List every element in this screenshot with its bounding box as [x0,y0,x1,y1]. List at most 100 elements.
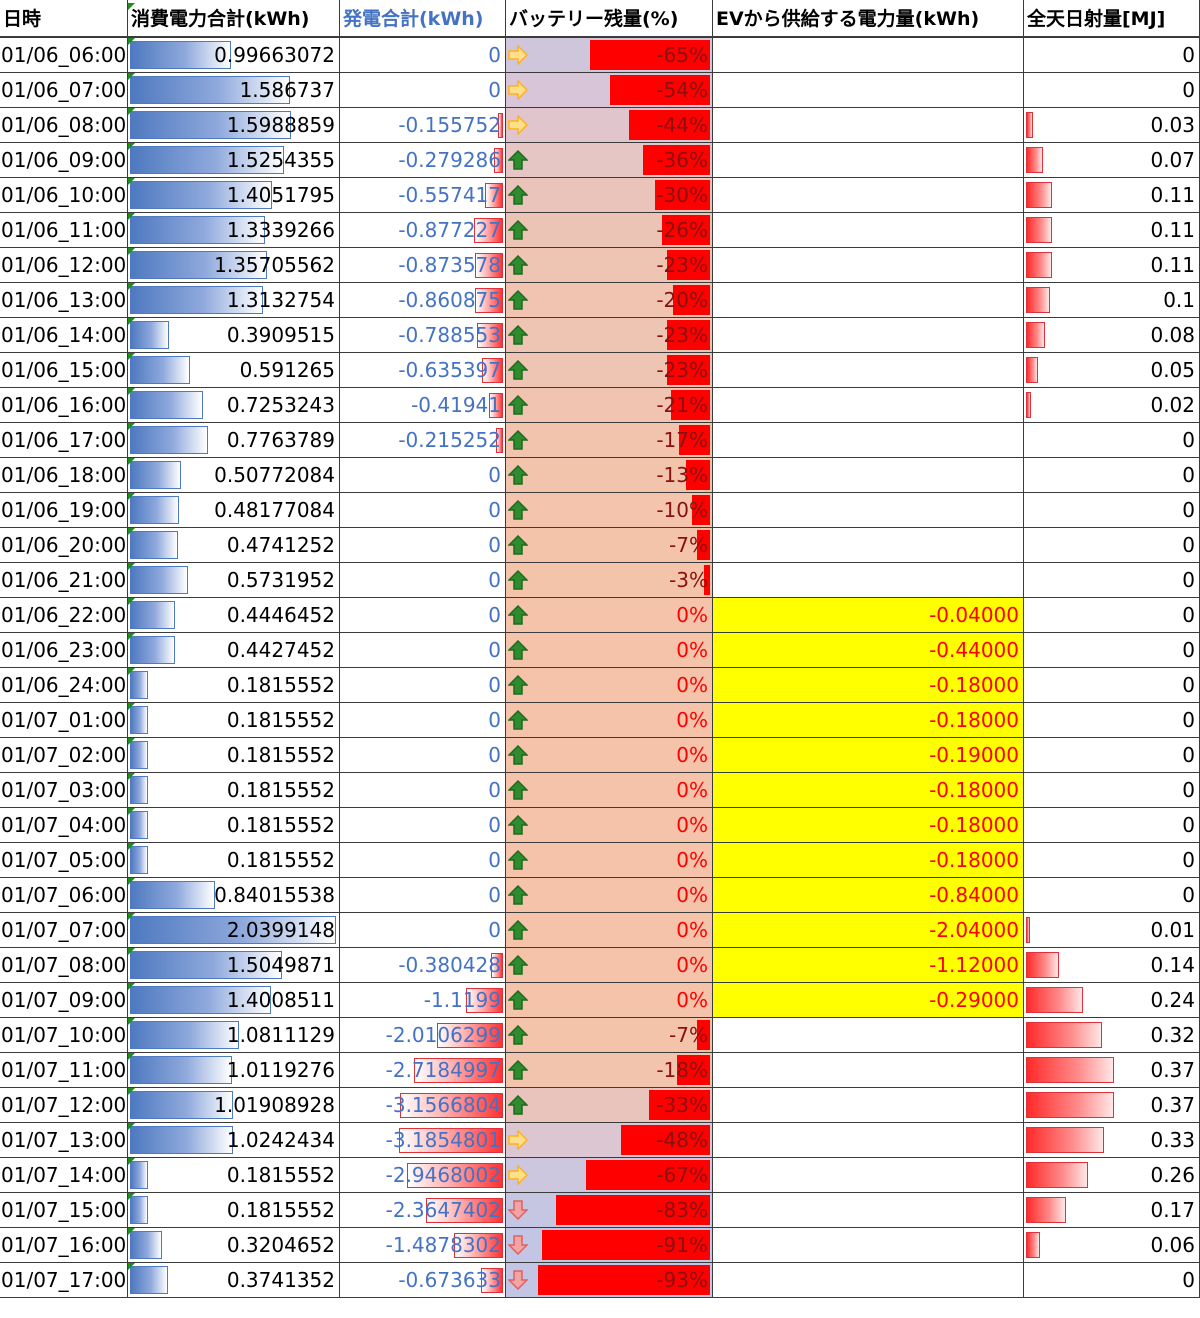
cell-generation[interactable]: -0.877227 [340,213,506,248]
cell-consumption[interactable]: 0.7763789 [128,423,340,458]
cell-datetime[interactable]: 01/06_19:00 [0,493,128,528]
cell-generation[interactable]: -0.279286 [340,143,506,178]
cell-datetime[interactable]: 01/06_24:00 [0,668,128,703]
cell-battery[interactable]: 0% [506,913,713,948]
cell-ev-supply[interactable]: -0.18000 [713,773,1024,808]
cell-generation[interactable]: 0 [340,913,506,948]
cell-consumption[interactable]: 1.0811129 [128,1018,340,1053]
cell-generation[interactable]: -0.788553 [340,318,506,353]
cell-battery[interactable]: -23% [506,353,713,388]
cell-datetime[interactable]: 01/07_03:00 [0,773,128,808]
cell-datetime[interactable]: 01/06_18:00 [0,458,128,493]
cell-solar[interactable]: 0.26 [1024,1158,1200,1193]
cell-solar[interactable]: 0 [1024,73,1200,108]
cell-consumption[interactable]: 0.99663072 [128,38,340,73]
cell-datetime[interactable]: 01/06_22:00 [0,598,128,633]
cell-solar[interactable]: 0 [1024,738,1200,773]
cell-ev-supply[interactable] [713,73,1024,108]
cell-ev-supply[interactable] [713,1263,1024,1298]
cell-consumption[interactable]: 0.3909515 [128,318,340,353]
cell-battery[interactable]: -30% [506,178,713,213]
cell-solar[interactable]: 0 [1024,1263,1200,1298]
cell-solar[interactable]: 0.17 [1024,1193,1200,1228]
header-generation[interactable]: 発電合計(kWh) [340,0,506,38]
cell-battery[interactable]: 0% [506,668,713,703]
cell-generation[interactable]: -2.0106299 [340,1018,506,1053]
cell-generation[interactable]: 0 [340,808,506,843]
cell-datetime[interactable]: 01/07_15:00 [0,1193,128,1228]
cell-datetime[interactable]: 01/07_17:00 [0,1263,128,1298]
cell-datetime[interactable]: 01/07_09:00 [0,983,128,1018]
cell-battery[interactable]: -18% [506,1053,713,1088]
cell-solar[interactable]: 0.11 [1024,178,1200,213]
cell-ev-supply[interactable] [713,178,1024,213]
cell-datetime[interactable]: 01/06_07:00 [0,73,128,108]
cell-generation[interactable]: 0 [340,598,506,633]
cell-consumption[interactable]: 1.0119276 [128,1053,340,1088]
cell-consumption[interactable]: 0.84015538 [128,878,340,913]
cell-consumption[interactable]: 0.1815552 [128,808,340,843]
cell-ev-supply[interactable] [713,1053,1024,1088]
cell-consumption[interactable]: 0.3204652 [128,1228,340,1263]
cell-solar[interactable]: 0 [1024,528,1200,563]
cell-consumption[interactable]: 1.4008511 [128,983,340,1018]
cell-battery[interactable]: 0% [506,633,713,668]
cell-battery[interactable]: 0% [506,843,713,878]
cell-datetime[interactable]: 01/07_05:00 [0,843,128,878]
cell-consumption[interactable]: 1.4051795 [128,178,340,213]
cell-consumption[interactable]: 0.4427452 [128,633,340,668]
cell-consumption[interactable]: 0.591265 [128,353,340,388]
cell-datetime[interactable]: 01/07_02:00 [0,738,128,773]
cell-battery[interactable]: 0% [506,808,713,843]
cell-generation[interactable]: 0 [340,878,506,913]
cell-battery[interactable]: -23% [506,318,713,353]
cell-solar[interactable]: 0 [1024,703,1200,738]
cell-generation[interactable]: -0.215252 [340,423,506,458]
cell-generation[interactable]: 0 [340,738,506,773]
cell-solar[interactable]: 0.33 [1024,1123,1200,1158]
cell-solar[interactable]: 0 [1024,598,1200,633]
cell-datetime[interactable]: 01/06_16:00 [0,388,128,423]
cell-ev-supply[interactable]: -0.29000 [713,983,1024,1018]
cell-generation[interactable]: 0 [340,528,506,563]
cell-consumption[interactable]: 0.3741352 [128,1263,340,1298]
cell-ev-supply[interactable] [713,283,1024,318]
cell-ev-supply[interactable] [713,248,1024,283]
cell-datetime[interactable]: 01/06_12:00 [0,248,128,283]
cell-solar[interactable]: 0.07 [1024,143,1200,178]
cell-generation[interactable]: -3.1566804 [340,1088,506,1123]
cell-generation[interactable]: 0 [340,38,506,73]
cell-ev-supply[interactable] [713,108,1024,143]
cell-ev-supply[interactable] [713,318,1024,353]
cell-datetime[interactable]: 01/06_10:00 [0,178,128,213]
cell-battery[interactable]: -13% [506,458,713,493]
cell-ev-supply[interactable] [713,38,1024,73]
cell-consumption[interactable]: 1.3339266 [128,213,340,248]
cell-generation[interactable]: 0 [340,458,506,493]
cell-battery[interactable]: -23% [506,248,713,283]
cell-datetime[interactable]: 01/07_01:00 [0,703,128,738]
cell-ev-supply[interactable] [713,493,1024,528]
cell-generation[interactable]: 0 [340,773,506,808]
cell-solar[interactable]: 0.01 [1024,913,1200,948]
cell-generation[interactable]: -0.41941 [340,388,506,423]
cell-ev-supply[interactable]: -0.44000 [713,633,1024,668]
cell-datetime[interactable]: 01/06_17:00 [0,423,128,458]
cell-datetime[interactable]: 01/07_04:00 [0,808,128,843]
cell-generation[interactable]: 0 [340,563,506,598]
cell-ev-supply[interactable] [713,388,1024,423]
cell-ev-supply[interactable]: -0.04000 [713,598,1024,633]
cell-battery[interactable]: -91% [506,1228,713,1263]
cell-solar[interactable]: 0 [1024,808,1200,843]
cell-ev-supply[interactable] [713,1228,1024,1263]
cell-battery[interactable]: -36% [506,143,713,178]
cell-ev-supply[interactable]: -0.19000 [713,738,1024,773]
cell-datetime[interactable]: 01/07_11:00 [0,1053,128,1088]
cell-battery[interactable]: -44% [506,108,713,143]
cell-battery[interactable]: -7% [506,1018,713,1053]
cell-datetime[interactable]: 01/06_13:00 [0,283,128,318]
cell-ev-supply[interactable]: -0.18000 [713,808,1024,843]
cell-ev-supply[interactable]: -0.84000 [713,878,1024,913]
cell-ev-supply[interactable] [713,1123,1024,1158]
cell-solar[interactable]: 0.03 [1024,108,1200,143]
